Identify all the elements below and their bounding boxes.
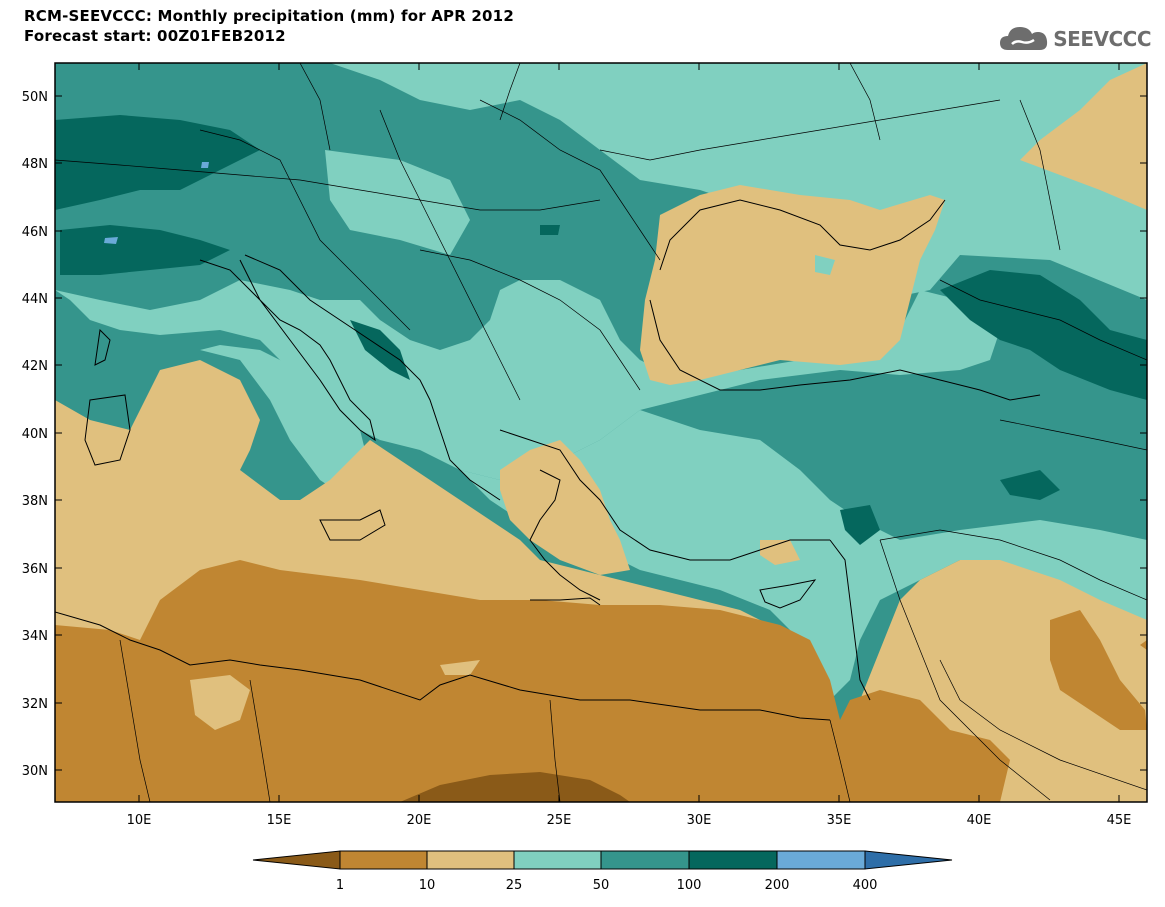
- seevccc-logo: SEEVCCC: [998, 22, 1151, 56]
- legend-tick-label: 10: [419, 878, 436, 893]
- legend-tick-label: 50: [593, 878, 610, 893]
- legend-swatch: [600, 850, 690, 870]
- lat-label: 38N: [22, 494, 48, 509]
- lon-label: 10E: [127, 813, 152, 828]
- lat-label: 36N: [22, 562, 48, 577]
- forecast-start-label: Forecast start: 00Z01FEB2012: [24, 27, 286, 45]
- legend-tick-label: 1: [336, 878, 344, 893]
- lon-label: 40E: [967, 813, 992, 828]
- lon-label: 20E: [407, 813, 432, 828]
- longitude-axis: [138, 63, 1120, 802]
- legend-tick-label: 25: [506, 878, 523, 893]
- lon-label: 25E: [547, 813, 572, 828]
- latitude-axis: [55, 95, 1147, 771]
- lat-label: 50N: [22, 90, 48, 105]
- lon-label: 35E: [827, 813, 852, 828]
- lat-label: 46N: [22, 225, 48, 240]
- logo-text: SEEVCCC: [1053, 27, 1151, 51]
- coastlines: [55, 199, 1041, 721]
- precipitation-fill: [55, 63, 1147, 802]
- latitude-labels: 50N 48N 46N 44N 42N 40N 38N 36N 34N 32N …: [22, 90, 48, 779]
- lat-label: 44N: [22, 292, 48, 307]
- lat-label: 30N: [22, 764, 48, 779]
- color-legend: [252, 850, 953, 870]
- legend-tick-label: 100: [677, 878, 702, 893]
- legend-swatch: [864, 850, 953, 870]
- country-borders: [55, 63, 1147, 802]
- cloud-icon: [1000, 27, 1048, 50]
- lon-label: 15E: [267, 813, 292, 828]
- lat-label: 48N: [22, 157, 48, 172]
- lat-label: 42N: [22, 359, 48, 374]
- map-title: RCM-SEEVCCC: Monthly precipitation (mm) …: [24, 7, 514, 25]
- legend-tick-label: 200: [765, 878, 790, 893]
- lat-label: 32N: [22, 697, 48, 712]
- legend-swatch: [513, 850, 602, 870]
- longitude-labels: 10E 15E 20E 25E 30E 35E 40E 45E: [127, 813, 1132, 828]
- lat-label: 34N: [22, 629, 48, 644]
- lon-label: 45E: [1107, 813, 1132, 828]
- legend-swatch: [776, 850, 866, 870]
- legend-swatch: [252, 850, 341, 870]
- lat-label: 40N: [22, 427, 48, 442]
- legend-swatch: [688, 850, 778, 870]
- legend-swatch: [426, 850, 515, 870]
- legend-labels: 1 10 25 50 100 200 400: [336, 878, 878, 893]
- legend-swatch: [339, 850, 428, 870]
- legend-tick-label: 400: [853, 878, 878, 893]
- lon-label: 30E: [687, 813, 712, 828]
